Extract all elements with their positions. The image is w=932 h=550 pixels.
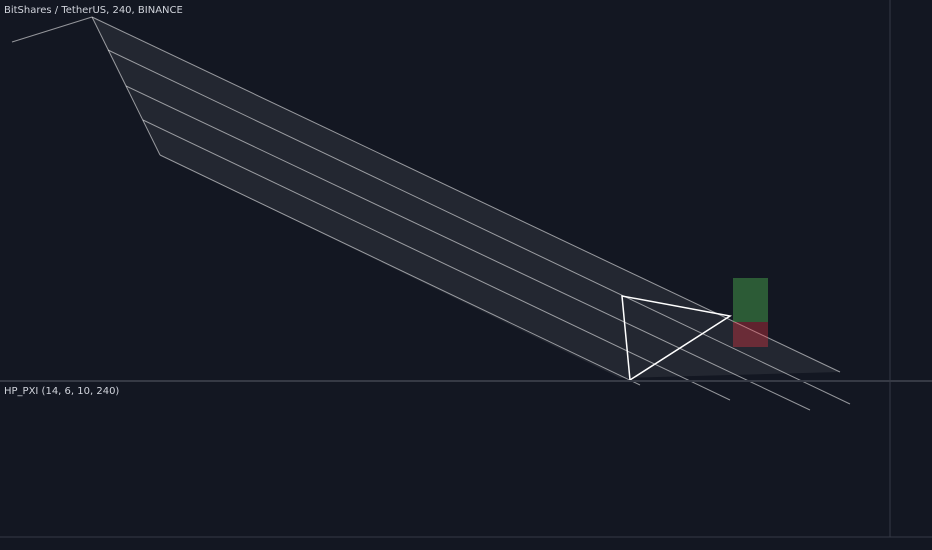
pitchfork-channel <box>11 16 851 411</box>
channel-line <box>159 154 641 386</box>
channel-handle <box>11 16 93 43</box>
long-position <box>733 278 768 347</box>
channel-line <box>142 119 731 401</box>
channel-line <box>125 85 811 411</box>
loss-zone <box>733 322 768 347</box>
channel-line <box>91 16 841 373</box>
triangle-pattern <box>621 295 733 382</box>
channel-line <box>107 49 851 405</box>
chart-title: BitShares / TetherUS, 240, BINANCE <box>4 5 183 16</box>
price-axis-bg <box>890 0 932 550</box>
indicator-title: HP_PXI (14, 6, 10, 240) <box>4 386 119 397</box>
channel-fill <box>92 17 840 378</box>
profit-zone <box>733 278 768 322</box>
